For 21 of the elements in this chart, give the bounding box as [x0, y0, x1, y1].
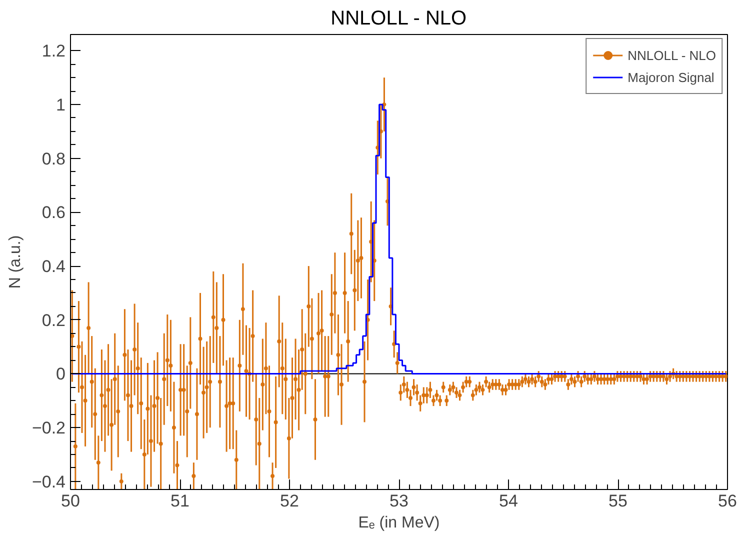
x-tick-label: 52: [280, 492, 299, 510]
x-tick-label: 54: [499, 492, 518, 510]
y-tick-label: 1: [56, 96, 66, 114]
x-tick-label: 50: [61, 492, 80, 510]
y-tick-label: 0.4: [42, 257, 66, 276]
x-tick-label: 51: [170, 492, 190, 510]
x-axis-title: Eₑ (in MeV): [358, 514, 440, 532]
y-tick-label: 0.2: [42, 310, 66, 330]
chart-title: NNLOLL - NLO: [330, 8, 467, 30]
x-tick-label: 53: [390, 492, 408, 510]
legend-label: Majoron Signal: [628, 70, 714, 84]
y-tick-label: 0.6: [42, 203, 66, 222]
y-tick-label: 0: [56, 364, 66, 384]
y-tick-label: 1.2: [42, 42, 66, 61]
y-axis-title: N (a.u.): [6, 235, 24, 289]
y-tick-label: −0.2: [32, 418, 66, 438]
x-tick-label: 55: [608, 492, 628, 510]
legend-label: NNLOLL - NLO: [628, 48, 716, 62]
y-tick-label: 0.8: [42, 149, 66, 168]
y-tick-label: −0.4: [32, 472, 66, 492]
x-tick-label: 56: [718, 492, 737, 510]
